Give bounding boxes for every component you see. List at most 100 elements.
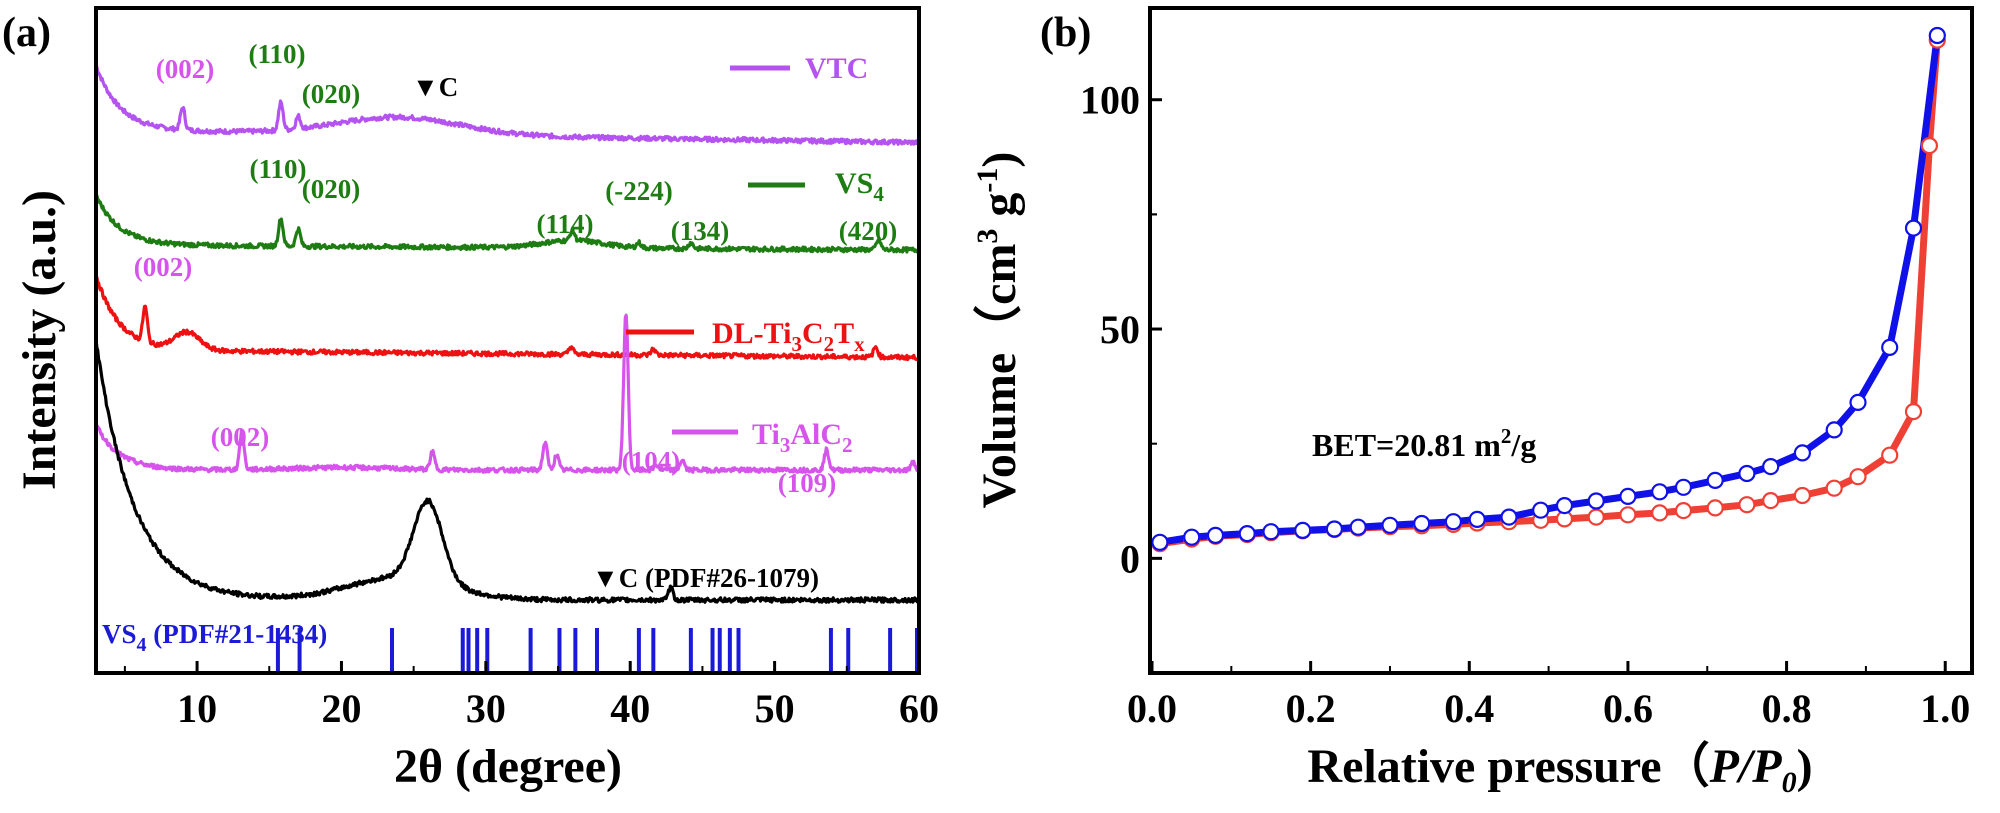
panel-a-xrd-chart: (a) 10 20 30 40 50 60 2θ (degree) Intensity (… [2, 6, 939, 793]
bet-annotation: BET=20.81 m2/g [1312, 424, 1536, 463]
legend-dl-ti3c2tx: DL-Ti3C2Tx [626, 317, 865, 356]
isotherm-point-desorption [1587, 492, 1605, 510]
x-tick-label-a: 40 [610, 686, 650, 731]
y-tick-label-b: 100 [1080, 78, 1140, 123]
isotherm-point-adsorption [1619, 506, 1637, 524]
anno-vs4-134: (134) [671, 216, 729, 246]
isotherm-point-adsorption [1793, 486, 1812, 505]
isotherm-point-adsorption [1920, 137, 1939, 155]
xrd-curves [94, 64, 920, 604]
isotherm-point-desorption [1238, 524, 1256, 543]
legend-vs4-label: VS4 [835, 167, 884, 206]
y-tick-label-b: 50 [1100, 307, 1140, 352]
y-tick-label-b: 0 [1120, 536, 1140, 581]
anno-vtc-110: (110) [249, 39, 306, 69]
panel-b-label: (b) [1040, 10, 1091, 56]
legend-vtc: VTC [730, 52, 868, 85]
isotherm-point-desorption [1674, 478, 1693, 496]
x-tick-label-b: 0.8 [1762, 686, 1812, 731]
legend-dl-label: DL-Ti3C2Tx [712, 317, 865, 356]
isotherm-point-desorption [1262, 523, 1280, 541]
isotherm-point-desorption [1619, 487, 1637, 505]
isotherm-point-desorption [1928, 26, 1946, 45]
isotherm-point-adsorption [1706, 499, 1724, 517]
isotherm-point-adsorption [1881, 446, 1899, 464]
anno-ti-002: (002) [211, 422, 269, 452]
x-tick-label-a: 20 [321, 686, 361, 731]
x-tick-label-a: 30 [466, 686, 506, 731]
isotherm-point-desorption [1762, 458, 1780, 476]
x-tick-label-b: 0.0 [1127, 686, 1177, 731]
x-tick-label-b: 1.0 [1920, 686, 1970, 731]
x-tick-label-b: 0.2 [1286, 686, 1336, 731]
isotherm-line-desorption [1159, 35, 1941, 546]
anno-carbon-pdf: ▼C (PDF#26-1079) [592, 563, 819, 593]
isotherm-point-adsorption [1587, 508, 1605, 526]
isotherm-point-adsorption [1904, 403, 1923, 421]
plot-frame-b [1148, 6, 1974, 675]
y-ticks-b: 0 50 100 [1080, 78, 1162, 581]
isotherm-point-adsorption [1651, 504, 1669, 522]
legend-ti3alc2: Ti3AlC2 [672, 418, 852, 457]
xrd-series-vs4 [94, 192, 919, 254]
y-axis-title-b: Volume（cm3 g-1) [971, 152, 1026, 509]
anno-ti-104: (104) [622, 446, 680, 476]
isotherm-point-adsorption [1738, 496, 1756, 514]
isotherm-point-desorption [1468, 510, 1486, 529]
anno-vtc-020: (020) [302, 79, 360, 109]
anno-vs4-420: (420) [839, 216, 897, 246]
x-axis-title-b: Relative pressure（P/P0) [1307, 740, 1812, 799]
x-axis-title-a: 2θ (degree) [394, 740, 622, 793]
x-tick-label-b: 0.6 [1603, 686, 1653, 731]
panel-b-bet-chart: (b) 0.0 0.2 0.4 0.6 0.8 1.0 0 50 100 Relative p… [971, 6, 1974, 799]
xrd-series-dl-ti3c2tx [94, 274, 919, 362]
isotherm-curves [1151, 26, 1946, 553]
isotherm-point-desorption [1555, 497, 1574, 515]
x-tick-label-a: 60 [899, 686, 939, 731]
legend-ti-label: Ti3AlC2 [752, 418, 852, 457]
anno-vs4-m224: (-224) [605, 176, 672, 206]
anno-vtc-002: (002) [156, 54, 214, 84]
isotherm-point-desorption [1793, 444, 1812, 462]
isotherm-point-desorption [1825, 421, 1843, 439]
isotherm-point-desorption [1881, 338, 1899, 356]
isotherm-point-desorption [1849, 393, 1867, 411]
isotherm-point-desorption [1349, 518, 1367, 536]
isotherm-point-desorption [1294, 521, 1312, 540]
anno-ti-109: (109) [778, 468, 836, 498]
isotherm-point-adsorption [1674, 502, 1693, 520]
isotherm-point-desorption [1444, 513, 1463, 531]
isotherm-point-desorption [1183, 528, 1201, 546]
anno-vs4-110: (110) [250, 154, 307, 184]
reference-sticks [275, 628, 919, 672]
isotherm-point-adsorption [1849, 468, 1867, 486]
anno-vs4-114: (114) [537, 209, 594, 239]
isotherm-point-desorption [1500, 508, 1518, 526]
isotherm-point-desorption [1151, 533, 1169, 551]
legend-vtc-label: VTC [805, 52, 868, 85]
isotherm-point-desorption [1904, 219, 1923, 237]
x-tick-label-b: 0.4 [1444, 686, 1494, 731]
anno-vs4-020: (020) [302, 174, 360, 204]
isotherm-point-desorption [1325, 520, 1344, 538]
panel-a-label: (a) [2, 10, 51, 56]
legend-vs4: VS4 [748, 167, 884, 206]
x-ticks-a: 10 20 30 40 50 60 [123, 661, 939, 731]
y-axis-title-a: Intensity (a.u.) [13, 190, 66, 490]
x-tick-label-a: 10 [177, 686, 217, 731]
plot-frame-a [94, 6, 921, 675]
anno-dl-002: (002) [134, 252, 192, 282]
isotherm-point-desorption [1651, 483, 1669, 501]
xrd-series-vtc [94, 64, 920, 146]
isotherm-point-desorption [1413, 514, 1431, 533]
xrd-series-c [94, 339, 920, 604]
isotherm-point-adsorption [1762, 492, 1780, 510]
isotherm-point-adsorption [1825, 479, 1843, 497]
ref-pdf-label: VS4 (PDF#21-1434) [102, 619, 327, 656]
x-ticks-b: 0.0 0.2 0.4 0.6 0.8 1.0 [1127, 661, 1970, 731]
anno-vtc-carbon: ▼C [412, 72, 458, 102]
isotherm-point-desorption [1532, 501, 1550, 519]
isotherm-line-adsorption [1159, 39, 1941, 548]
isotherm-point-desorption [1706, 471, 1724, 489]
